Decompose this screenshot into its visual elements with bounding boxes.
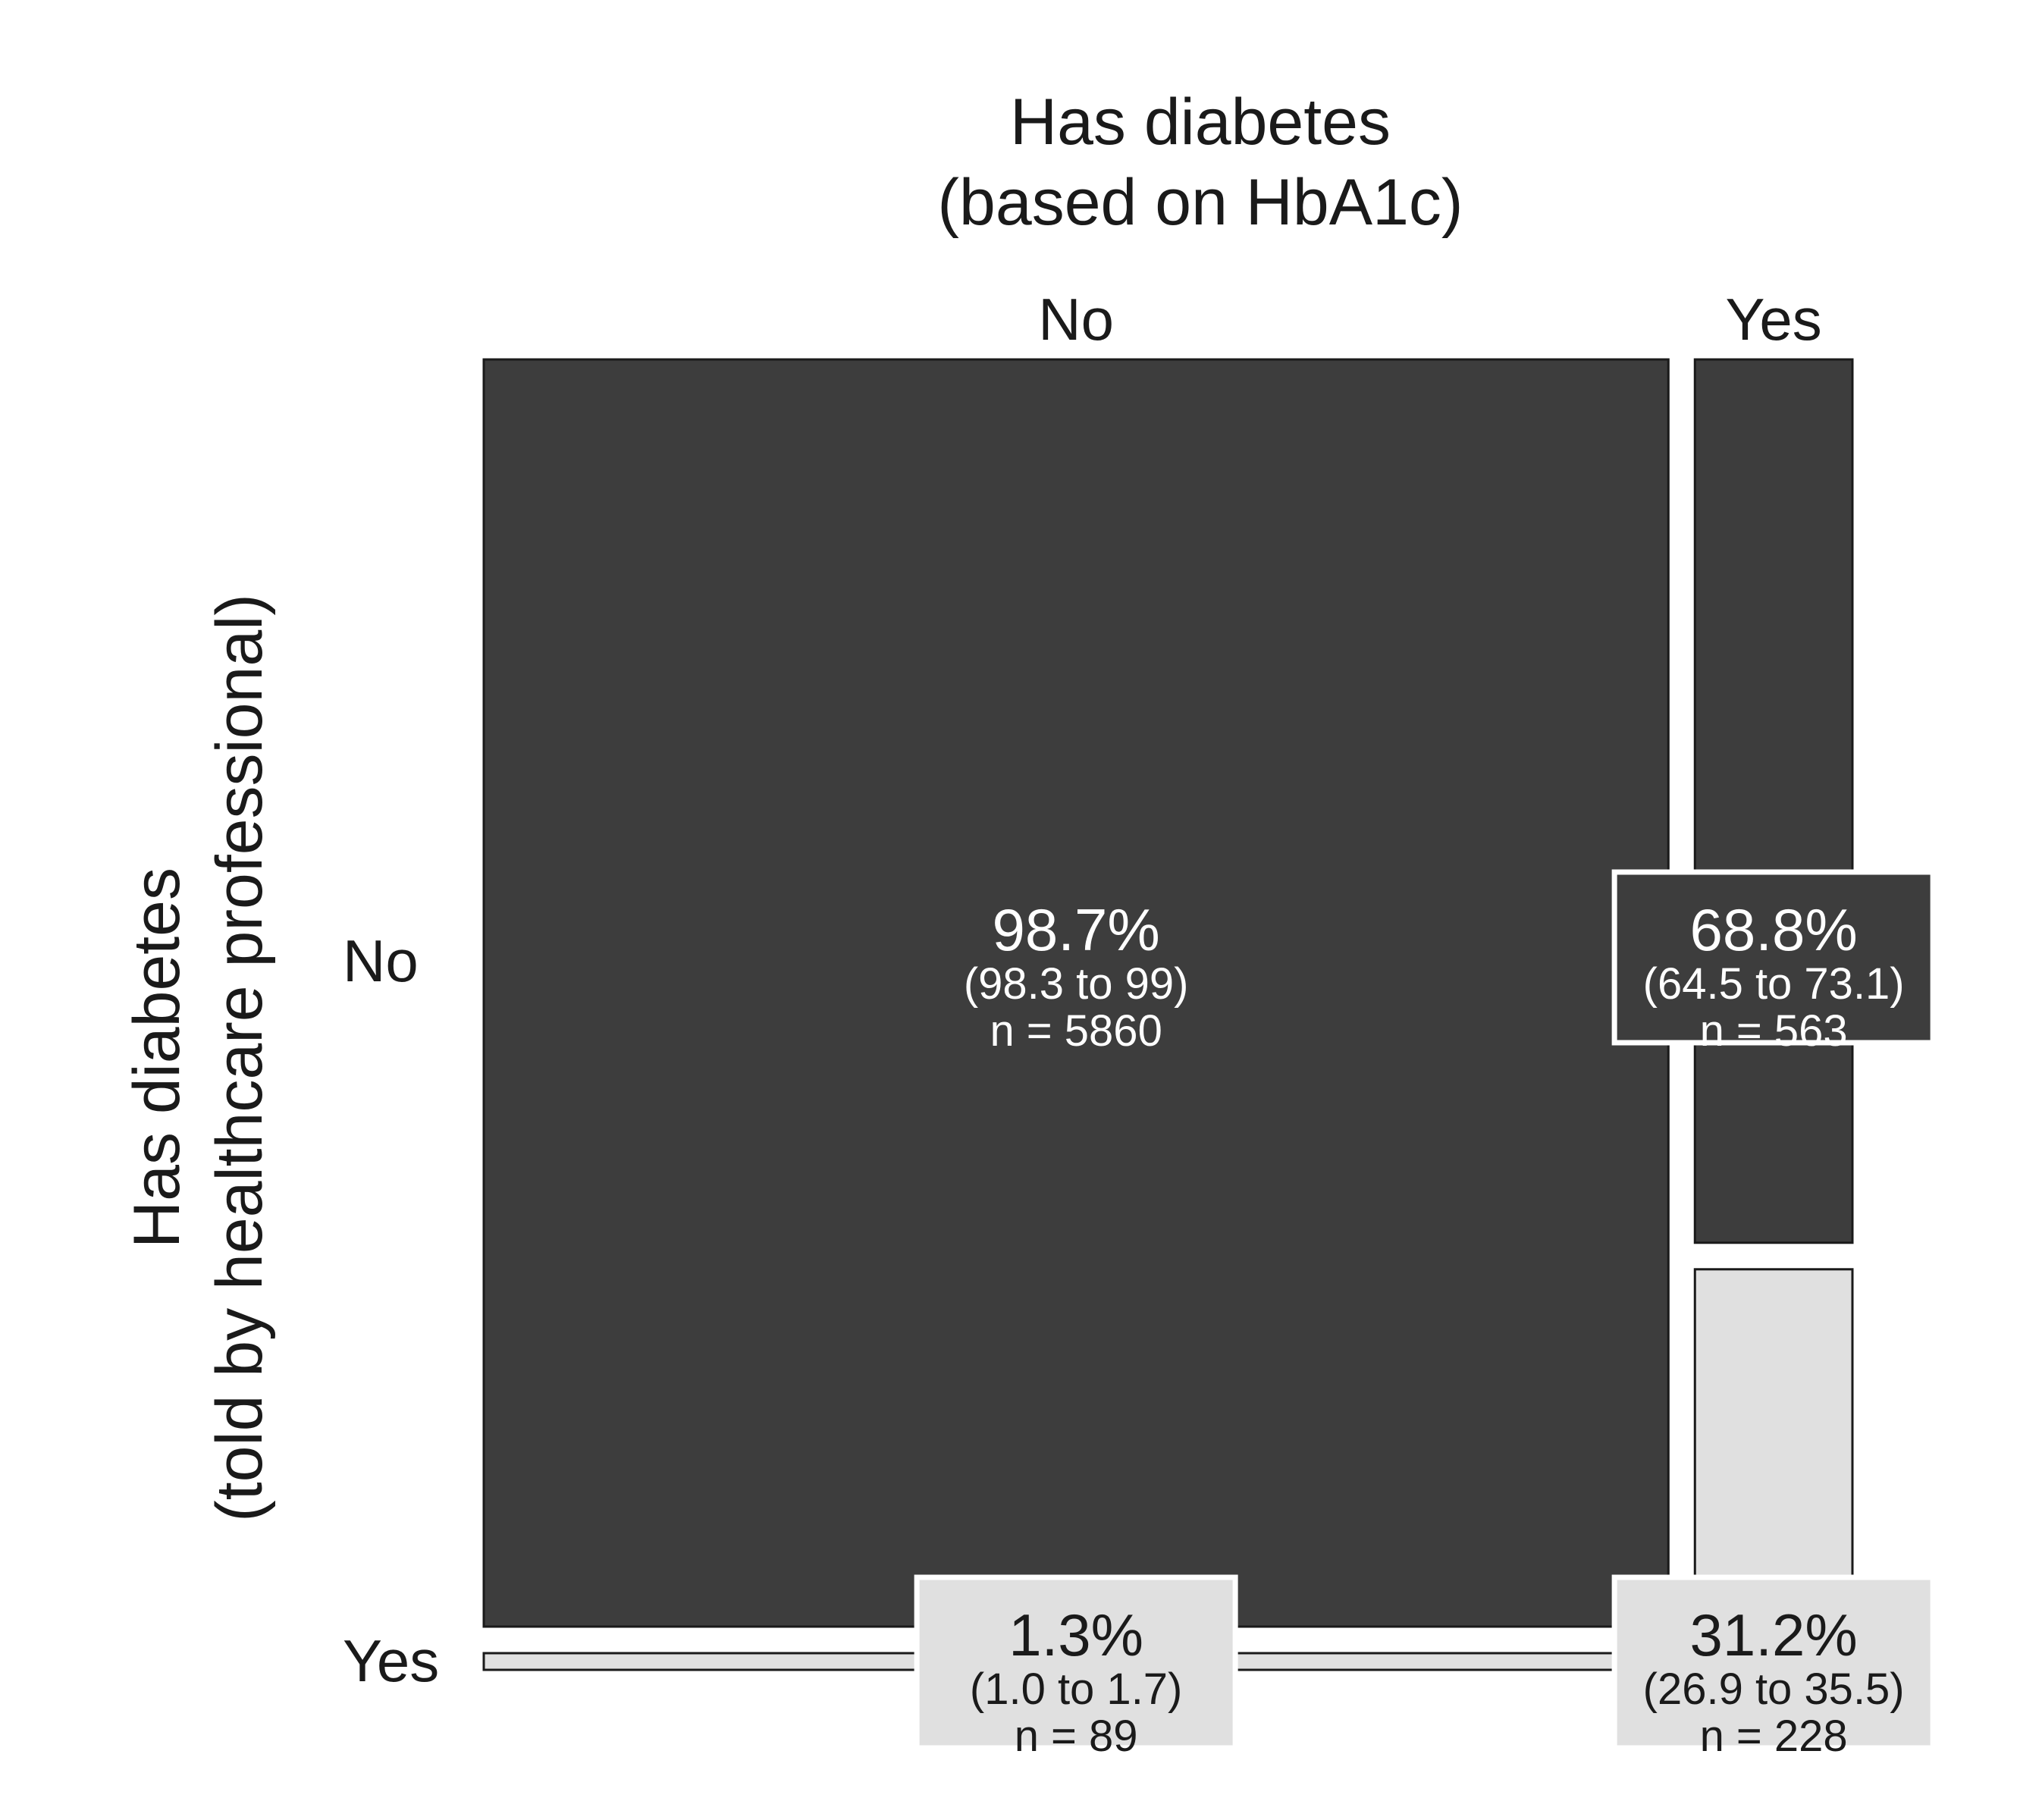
tile-no-no (482, 358, 1670, 1628)
x-category-label-yes: Yes (1726, 286, 1822, 353)
ci-label-yes-yes: (26.9 to 35.5) (1643, 1665, 1905, 1714)
n-label-no-no: n = 5860 (990, 1006, 1162, 1056)
label-box-yes-yes (1611, 1574, 1936, 1751)
y-axis-title-line-2: (told by healthcare professional) (203, 594, 276, 1522)
percent-label-yes-yes: 31.2% (1690, 1602, 1858, 1668)
y-category-label-no: No (343, 927, 419, 994)
label-box-no-yes (914, 1574, 1238, 1751)
n-label-no-yes: n = 89 (1015, 1712, 1138, 1761)
ci-label-yes-no: (64.5 to 73.1) (1643, 959, 1905, 1009)
percent-label-no-no: 98.7% (993, 896, 1160, 963)
n-label-yes-yes: n = 228 (1700, 1712, 1848, 1761)
x-axis-title-line-1: Has diabetes (1010, 86, 1391, 158)
tile-yes-no (1693, 358, 1854, 1244)
percent-label-yes-no: 68.8% (1690, 896, 1858, 963)
y-category-label-yes: Yes (343, 1627, 439, 1694)
x-axis-title-line-2: (based on HbA1c) (937, 166, 1463, 239)
mosaic-labels: 98.7%(98.3 to 99)n = 5860 1.3%(1.0 to 1.7… (914, 869, 1936, 1761)
mosaic-tiles (482, 358, 1854, 1671)
x-category-label-no: No (1038, 286, 1114, 353)
percent-label-no-yes: 1.3% (1008, 1602, 1143, 1668)
ci-label-no-no: (98.3 to 99) (964, 959, 1189, 1009)
ci-label-no-yes: (1.0 to 1.7) (970, 1665, 1182, 1714)
y-axis-title-line-1: Has diabetes (121, 868, 193, 1248)
n-label-yes-no: n = 563 (1700, 1006, 1848, 1056)
label-box-yes-no (1611, 869, 1936, 1046)
